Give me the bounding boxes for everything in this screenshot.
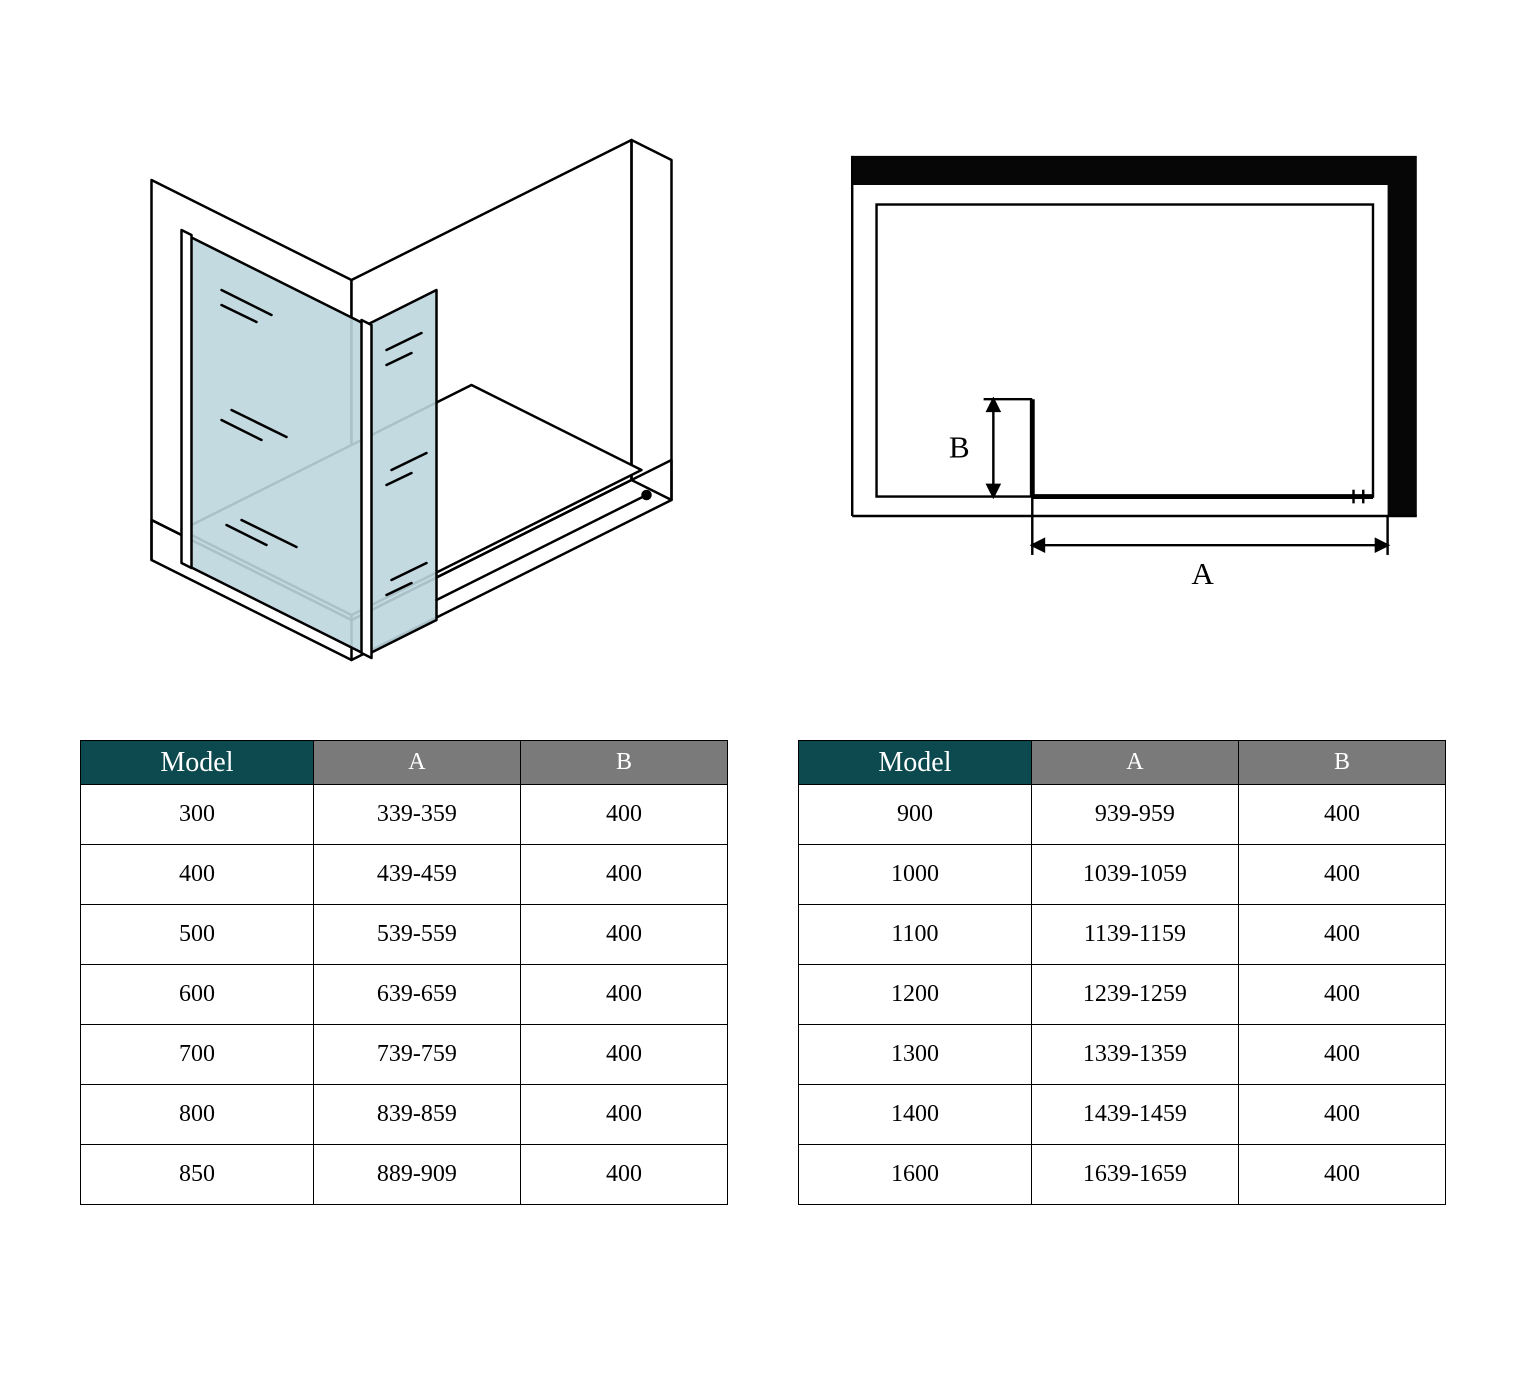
th-b: B (520, 741, 727, 785)
cell-model: 1600 (799, 1145, 1032, 1205)
table-row: 700739-759400 (81, 1025, 728, 1085)
table-row: 850889-909400 (81, 1145, 728, 1205)
cell-model: 1000 (799, 845, 1032, 905)
table-row: 900939-959400 (799, 785, 1446, 845)
cell-model: 1100 (799, 905, 1032, 965)
cell-model: 1300 (799, 1025, 1032, 1085)
cell-a: 889-909 (313, 1145, 520, 1205)
cell-b: 400 (1238, 1145, 1445, 1205)
cell-a: 1439-1459 (1031, 1085, 1238, 1145)
cell-b: 400 (1238, 965, 1445, 1025)
cell-a: 939-959 (1031, 785, 1238, 845)
th-model: Model (799, 741, 1032, 785)
cell-a: 1239-1259 (1031, 965, 1238, 1025)
cell-b: 400 (520, 1145, 727, 1205)
dimension-table-left: Model A B 300339-359400400439-4594005005… (80, 740, 728, 1205)
cell-b: 400 (1238, 1085, 1445, 1145)
tbody-right: 900939-95940010001039-105940011001139-11… (799, 785, 1446, 1205)
table-row: 300339-359400 (81, 785, 728, 845)
table-row: 16001639-1659400 (799, 1145, 1446, 1205)
th-a: A (313, 741, 520, 785)
cell-a: 339-359 (313, 785, 520, 845)
dim-label-a: A (1191, 556, 1214, 591)
page: A B Model A B 300339-359400400439-459400… (0, 0, 1526, 1374)
cell-model: 850 (81, 1145, 314, 1205)
cell-b: 400 (520, 785, 727, 845)
cell-a: 639-659 (313, 965, 520, 1025)
cell-a: 539-559 (313, 905, 520, 965)
cell-a: 1139-1159 (1031, 905, 1238, 965)
cell-b: 400 (520, 905, 727, 965)
dimension-table-right: Model A B 900939-95940010001039-10594001… (798, 740, 1446, 1205)
diagrams-row: A B (80, 60, 1446, 680)
isometric-diagram (80, 60, 703, 680)
cell-model: 1200 (799, 965, 1032, 1025)
cell-a: 439-459 (313, 845, 520, 905)
table-row: 500539-559400 (81, 905, 728, 965)
cell-model: 800 (81, 1085, 314, 1145)
table-row: 800839-859400 (81, 1085, 728, 1145)
table-row: 11001139-1159400 (799, 905, 1446, 965)
cell-b: 400 (520, 1025, 727, 1085)
cell-model: 300 (81, 785, 314, 845)
tables-row: Model A B 300339-359400400439-4594005005… (80, 740, 1446, 1205)
table-row: 10001039-1059400 (799, 845, 1446, 905)
table-row: 12001239-1259400 (799, 965, 1446, 1025)
th-b: B (1238, 741, 1445, 785)
cell-model: 600 (81, 965, 314, 1025)
table-row: 13001339-1359400 (799, 1025, 1446, 1085)
cell-model: 900 (799, 785, 1032, 845)
tbody-left: 300339-359400400439-459400500539-5594006… (81, 785, 728, 1205)
th-a: A (1031, 741, 1238, 785)
table-row: 600639-659400 (81, 965, 728, 1025)
cell-a: 1039-1059 (1031, 845, 1238, 905)
cell-b: 400 (1238, 845, 1445, 905)
table-row: 14001439-1459400 (799, 1085, 1446, 1145)
cell-model: 700 (81, 1025, 314, 1085)
cell-model: 500 (81, 905, 314, 965)
dim-label-b: B (949, 430, 970, 465)
cell-a: 739-759 (313, 1025, 520, 1085)
cell-b: 400 (520, 845, 727, 905)
cell-model: 1400 (799, 1085, 1032, 1145)
cell-a: 1639-1659 (1031, 1145, 1238, 1205)
cell-b: 400 (1238, 1025, 1445, 1085)
plan-diagram: A B (823, 60, 1446, 680)
cell-model: 400 (81, 845, 314, 905)
cell-a: 839-859 (313, 1085, 520, 1145)
table-row: 400439-459400 (81, 845, 728, 905)
cell-b: 400 (520, 965, 727, 1025)
cell-b: 400 (1238, 905, 1445, 965)
th-model: Model (81, 741, 314, 785)
cell-b: 400 (520, 1085, 727, 1145)
cell-b: 400 (1238, 785, 1445, 845)
cell-a: 1339-1359 (1031, 1025, 1238, 1085)
